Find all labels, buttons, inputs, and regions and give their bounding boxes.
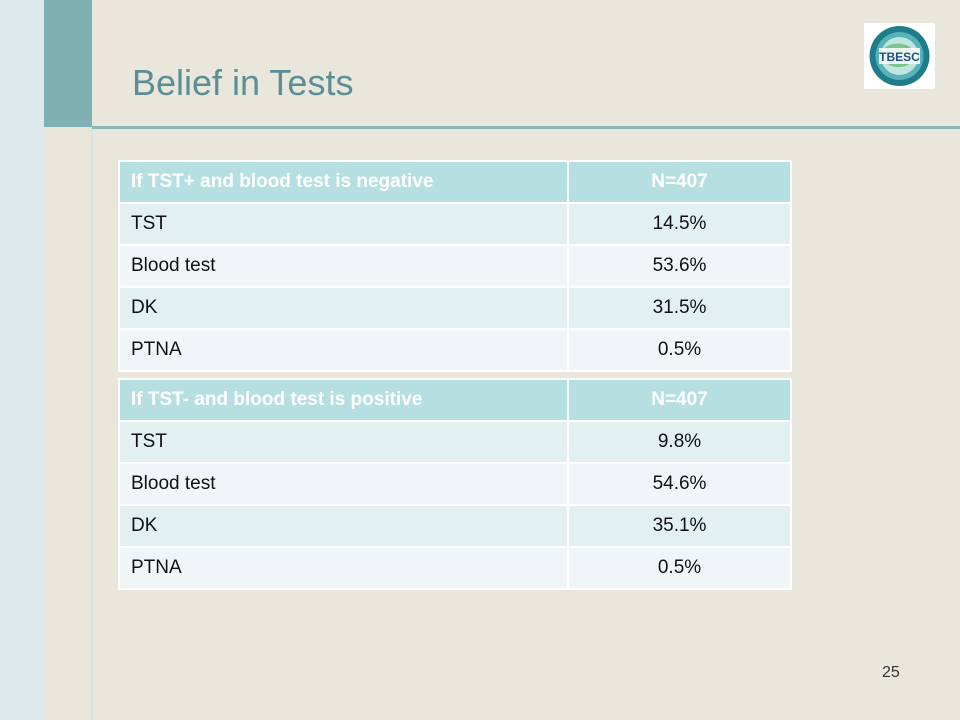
row-label: DK — [118, 286, 569, 330]
table-row: TST 9.8% — [118, 420, 792, 464]
row-value: 54.6% — [567, 462, 792, 506]
row-label: Blood test — [118, 244, 569, 288]
row-label: PTNA — [118, 328, 569, 372]
title-divider — [92, 126, 960, 129]
row-value: 35.1% — [567, 504, 792, 548]
table-row: Blood test 54.6% — [118, 462, 792, 506]
table-row: DK 31.5% — [118, 286, 792, 330]
logo-text: TBESC — [879, 50, 920, 64]
page-number: 25 — [882, 664, 900, 681]
left-decor-band — [0, 0, 44, 720]
table-tst-negative-blood-positive: If TST- and blood test is positive N=407… — [118, 378, 792, 590]
row-value: 0.5% — [567, 546, 792, 590]
row-value: 53.6% — [567, 244, 792, 288]
row-label: Blood test — [118, 462, 569, 506]
header-n: N=407 — [567, 378, 792, 422]
row-value: 14.5% — [567, 202, 792, 246]
table-header-row: If TST- and blood test is positive N=407 — [118, 378, 792, 422]
header-condition: If TST+ and blood test is negative — [118, 160, 569, 204]
tbesc-logo: TBESC — [864, 23, 935, 89]
table-tst-positive-blood-negative: If TST+ and blood test is negative N=407… — [118, 160, 792, 372]
row-value: 9.8% — [567, 420, 792, 464]
header-n: N=407 — [567, 160, 792, 204]
table-row: Blood test 53.6% — [118, 244, 792, 288]
left-divider-line — [91, 127, 93, 720]
row-value: 31.5% — [567, 286, 792, 330]
row-label: DK — [118, 504, 569, 548]
table-row: PTNA 0.5% — [118, 546, 792, 590]
left-accent-bar — [44, 0, 92, 127]
table-header-row: If TST+ and blood test is negative N=407 — [118, 160, 792, 204]
table-row: TST 14.5% — [118, 202, 792, 246]
slide-title: Belief in Tests — [132, 62, 354, 103]
row-label: TST — [118, 202, 569, 246]
row-label: TST — [118, 420, 569, 464]
row-value: 0.5% — [567, 328, 792, 372]
table-row: PTNA 0.5% — [118, 328, 792, 372]
row-label: PTNA — [118, 546, 569, 590]
header-condition: If TST- and blood test is positive — [118, 378, 569, 422]
table-row: DK 35.1% — [118, 504, 792, 548]
